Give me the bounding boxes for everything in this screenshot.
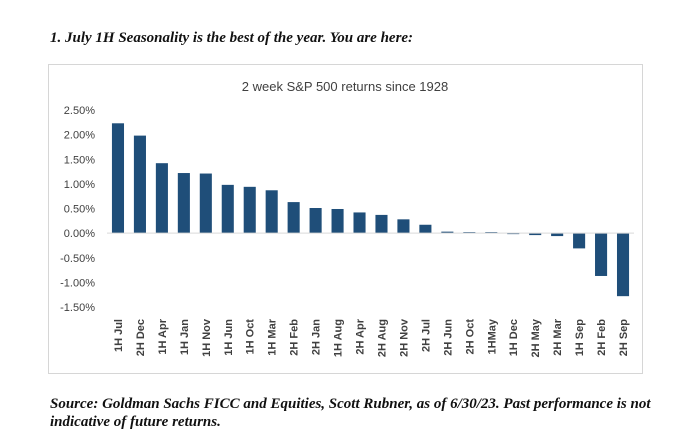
x-tick-label: 2H Mar <box>552 318 564 355</box>
y-tick-label: 1.00% <box>64 179 95 191</box>
x-axis: 1H Jul 2H Dec 1H Apr 1H Jan 1H Nov 1H Jun 1H O… <box>113 318 630 357</box>
bar-chart: 2 week S&P 500 returns since 1928 2.50%2… <box>60 79 634 358</box>
x-tick-label: 2H Feb <box>596 319 608 356</box>
x-tick-label: 1H Dec <box>508 319 520 356</box>
y-tick-label: -1.00% <box>60 277 95 289</box>
x-tick-label: 2H Jan <box>311 319 323 355</box>
x-tick-label: 1H Nov <box>201 318 213 357</box>
bar <box>331 208 344 234</box>
x-tick-label: 2H Sep <box>618 319 630 357</box>
y-tick-label: 0.50% <box>64 204 95 216</box>
y-axis: 2.50% 2.00% 1.50% 1.00% 0.50% 0.00% -0.50% -1.0… <box>60 105 95 314</box>
x-tick-label: 2H Oct <box>464 319 476 355</box>
chart-frame: 2 week S&P 500 returns since 1928 2.50% 2… <box>48 64 643 374</box>
bar <box>309 208 322 234</box>
x-tick-label: 2H Nov <box>398 318 410 357</box>
chart-title: 2 week S&P 500 returns since 1928 <box>242 79 448 94</box>
y-tick-label: 0.00% <box>64 228 95 240</box>
y-tick-label: 1.50% <box>64 154 95 166</box>
bar <box>595 233 608 276</box>
bar <box>155 163 168 234</box>
bar <box>441 231 454 234</box>
bar <box>529 233 542 236</box>
x-tick-label: 1H Aug <box>333 319 345 357</box>
x-tick-label: 2H Apr <box>355 318 367 354</box>
bar <box>199 173 212 234</box>
x-tick-label: 2H Jul <box>420 319 432 352</box>
source-footnote: Source: Goldman Sachs FICC and Equities,… <box>50 396 651 430</box>
bar <box>133 135 146 234</box>
x-tick-label: 2H Jun <box>442 319 454 356</box>
x-tick-label: 1H Jan <box>179 319 191 355</box>
bar <box>111 123 125 234</box>
x-tick-label: 1H Jun <box>223 319 235 356</box>
bar <box>221 184 234 234</box>
bar <box>419 224 432 234</box>
y-tick-label: -0.50% <box>60 253 95 265</box>
bar <box>265 190 278 234</box>
x-tick-label: 2H Feb <box>289 319 301 356</box>
x-tick-label: 1HMay <box>486 318 498 354</box>
x-tick-label: 1H Oct <box>245 319 257 355</box>
x-tick-label: 2H May <box>530 318 542 357</box>
x-tick-label: 1H Jul <box>113 319 125 352</box>
x-tick-label: 1H Sep <box>574 319 586 357</box>
bar <box>177 173 190 234</box>
bar <box>616 233 630 297</box>
x-tick-label: 1H Apr <box>157 318 169 354</box>
page-heading: 1. July 1H Seasonality is the best of th… <box>50 30 414 46</box>
bar <box>573 233 586 249</box>
x-tick-label: 2H Dec <box>135 319 147 356</box>
bar <box>551 233 564 237</box>
y-tick-label: -1.50% <box>60 302 95 314</box>
x-tick-label: 1H Mar <box>267 318 279 355</box>
bar-series <box>111 123 630 297</box>
bar <box>375 214 388 234</box>
bar <box>353 212 366 234</box>
y-tick-label: 2.00% <box>64 130 95 142</box>
y-tick-label: 2.50% <box>64 105 95 117</box>
bar <box>397 219 410 234</box>
x-tick-label: 2H Aug <box>376 319 388 357</box>
bar <box>243 186 256 234</box>
bar <box>287 202 300 234</box>
